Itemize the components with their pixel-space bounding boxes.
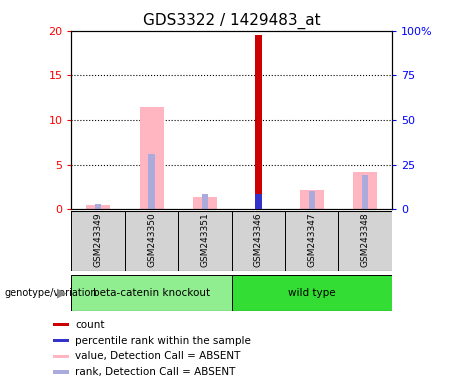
Text: wild type: wild type: [288, 288, 336, 298]
Bar: [255, 194, 261, 209]
Bar: [255, 35, 261, 209]
Text: GSM243349: GSM243349: [94, 212, 103, 267]
Bar: [53, 371, 69, 374]
Bar: [362, 175, 368, 209]
Bar: [140, 107, 164, 209]
Text: GSM243346: GSM243346: [254, 212, 263, 267]
Text: beta-catenin knockout: beta-catenin knockout: [93, 288, 210, 298]
Text: GSM243351: GSM243351: [201, 212, 209, 267]
Bar: [53, 323, 69, 326]
Bar: [148, 154, 155, 209]
Text: ▶: ▶: [57, 286, 67, 299]
Bar: [202, 194, 208, 209]
Bar: [308, 190, 315, 209]
Bar: [95, 204, 101, 209]
Title: GDS3322 / 1429483_at: GDS3322 / 1429483_at: [143, 13, 320, 29]
Bar: [285, 211, 338, 271]
Bar: [53, 339, 69, 342]
Bar: [178, 211, 231, 271]
Bar: [71, 211, 125, 271]
Bar: [53, 355, 69, 358]
Bar: [300, 190, 324, 209]
Text: GSM243348: GSM243348: [361, 212, 370, 267]
Text: count: count: [75, 320, 105, 330]
Text: rank, Detection Call = ABSENT: rank, Detection Call = ABSENT: [75, 367, 236, 377]
Text: GSM243347: GSM243347: [307, 212, 316, 267]
Text: genotype/variation: genotype/variation: [5, 288, 97, 298]
Bar: [86, 205, 110, 209]
Bar: [353, 172, 377, 209]
Text: value, Detection Call = ABSENT: value, Detection Call = ABSENT: [75, 351, 241, 361]
Bar: [231, 211, 285, 271]
Text: GSM243350: GSM243350: [147, 212, 156, 267]
Bar: [338, 211, 392, 271]
Bar: [125, 211, 178, 271]
Bar: [71, 275, 231, 311]
Bar: [231, 275, 392, 311]
Bar: [193, 197, 217, 209]
Text: percentile rank within the sample: percentile rank within the sample: [75, 336, 251, 346]
